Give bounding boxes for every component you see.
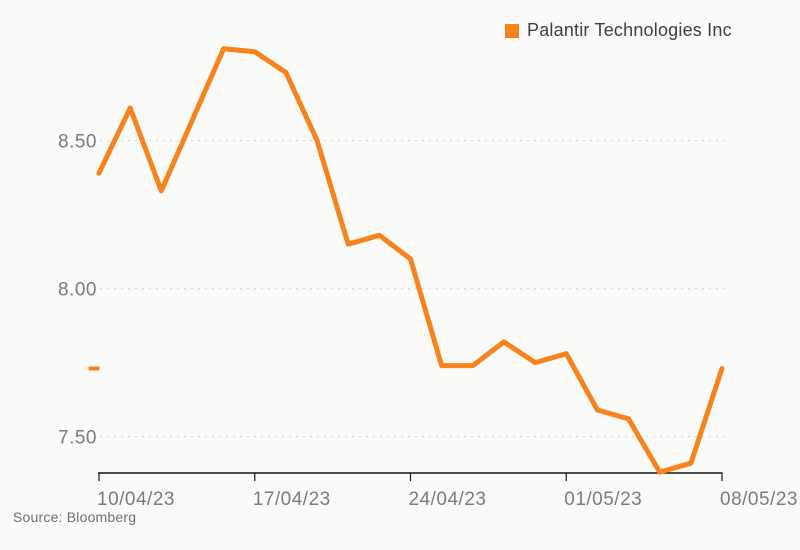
last-price-marker bbox=[88, 366, 100, 371]
y-axis-label: 8.50 bbox=[58, 132, 97, 153]
x-axis-label: 24/04/23 bbox=[409, 489, 487, 510]
legend: Palantir Technologies Inc bbox=[505, 20, 732, 41]
y-axis-label: 8.00 bbox=[58, 280, 97, 301]
source-caption: Source: Bloomberg bbox=[13, 509, 137, 525]
legend-swatch-icon bbox=[505, 23, 519, 38]
y-axis-label: 7.50 bbox=[58, 428, 97, 449]
x-axis-label: 10/04/23 bbox=[97, 489, 175, 510]
price-line-series bbox=[96, 46, 725, 475]
x-axis-label: 01/05/23 bbox=[564, 489, 642, 510]
x-axis-label: 17/04/23 bbox=[253, 489, 331, 510]
legend-label: Palantir Technologies Inc bbox=[527, 20, 732, 40]
x-axis-label: 08/05/23 bbox=[720, 489, 798, 510]
